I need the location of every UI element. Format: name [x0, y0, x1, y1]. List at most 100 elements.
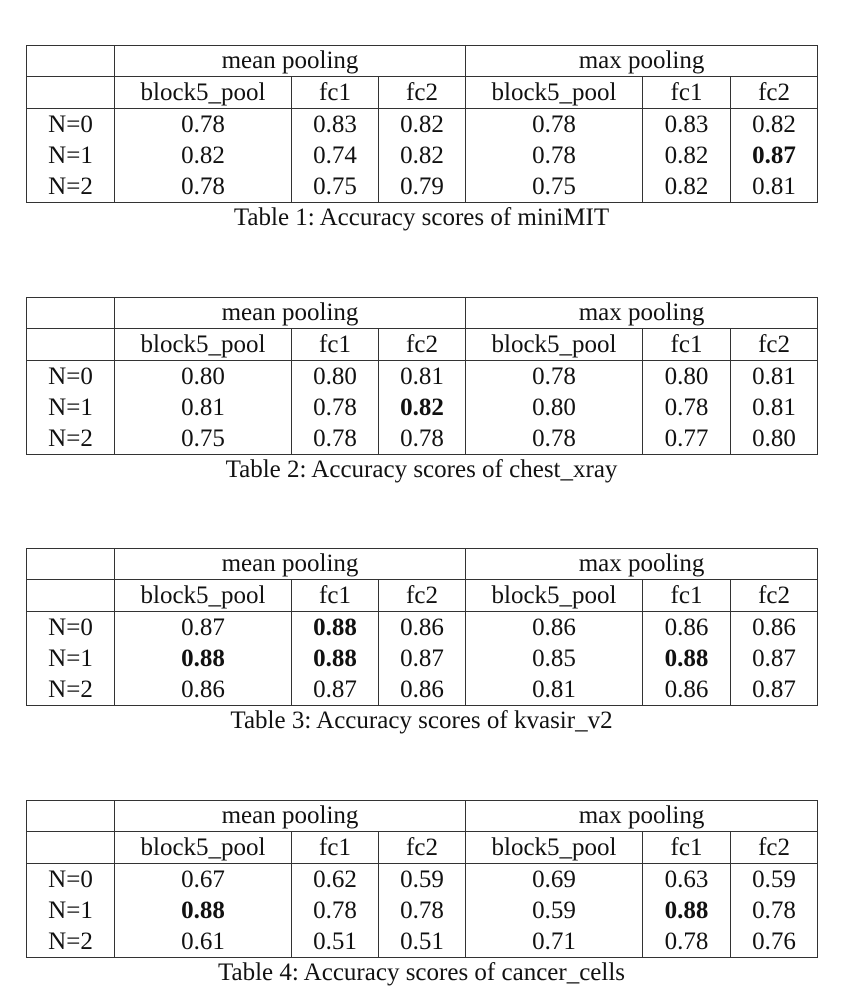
score-cell: 0.79: [377, 171, 467, 203]
score-cell: 0.75: [114, 423, 292, 455]
table-caption: Table 1: Accuracy scores of miniMIT: [233, 204, 610, 231]
score-cell: 0.78: [291, 392, 379, 423]
score-cell: 0.86: [377, 674, 467, 706]
score-cell: 0.87: [291, 674, 379, 706]
score-cell: 0.81: [730, 360, 819, 392]
pooling-group-header: max pooling: [465, 800, 819, 832]
layer-column-header: fc1: [642, 579, 732, 612]
score-cell: 0.61: [114, 926, 292, 958]
pooling-group-header: mean pooling: [113, 45, 467, 77]
layer-column-header: fc1: [291, 831, 379, 864]
layer-column-header: block5_pool: [465, 328, 644, 361]
row-label: N=2: [26, 423, 115, 455]
column-header-row: block5_pool fc1 fc2 block5_pool fc1 fc2: [26, 76, 819, 109]
score-cell: 0.81: [730, 171, 819, 203]
accuracy-table: mean pooling max pooling block5_pool fc1 fc2…: [26, 45, 819, 203]
corner-cell: [26, 831, 115, 864]
layer-column-header: fc2: [730, 579, 819, 612]
layer-column-header: block5_pool: [465, 76, 644, 109]
score-cell: 0.78: [377, 423, 467, 455]
score-cell: 0.59: [730, 863, 819, 895]
score-cell: 0.81: [377, 360, 467, 392]
score-cell: 0.75: [465, 171, 644, 203]
table-row: N=1 0.88 0.78 0.78 0.59 0.88 0.78: [26, 895, 819, 926]
row-label: N=2: [26, 926, 115, 958]
score-cell: 0.87: [730, 140, 819, 171]
score-cell: 0.88: [114, 643, 292, 674]
layer-column-header: block5_pool: [465, 579, 644, 612]
score-cell: 0.82: [642, 140, 732, 171]
score-cell: 0.85: [465, 643, 644, 674]
score-cell: 0.82: [377, 392, 467, 423]
row-label: N=2: [26, 171, 115, 203]
score-cell: 0.80: [114, 360, 292, 392]
group-header-row: mean pooling max pooling: [26, 297, 819, 329]
table-caption: Table 3: Accuracy scores of kvasir_v2: [230, 707, 613, 734]
pooling-group-header: mean pooling: [113, 800, 467, 832]
score-cell: 0.82: [730, 108, 819, 140]
table-caption: Table 2: Accuracy scores of chest_xray: [225, 456, 618, 483]
score-cell: 0.87: [730, 674, 819, 706]
layer-column-header: block5_pool: [114, 831, 292, 864]
score-cell: 0.78: [642, 392, 732, 423]
group-header-row: mean pooling max pooling: [26, 800, 819, 832]
score-cell: 0.88: [291, 643, 379, 674]
corner-cell: [26, 45, 115, 77]
corner-cell: [26, 328, 115, 361]
column-header-row: block5_pool fc1 fc2 block5_pool fc1 fc2: [26, 831, 819, 864]
corner-cell: [26, 76, 115, 109]
row-label: N=0: [26, 863, 115, 895]
layer-column-header: fc2: [730, 76, 819, 109]
score-cell: 0.74: [291, 140, 379, 171]
table-row: N=2 0.86 0.87 0.86 0.81 0.86 0.87: [26, 674, 819, 706]
layer-column-header: block5_pool: [465, 831, 644, 864]
column-header-row: block5_pool fc1 fc2 block5_pool fc1 fc2: [26, 579, 819, 612]
table-row: N=2 0.75 0.78 0.78 0.78 0.77 0.80: [26, 423, 819, 455]
score-cell: 0.88: [291, 611, 379, 643]
score-cell: 0.78: [465, 108, 644, 140]
score-cell: 0.59: [377, 863, 467, 895]
score-cell: 0.82: [377, 108, 467, 140]
layer-column-header: fc1: [291, 328, 379, 361]
results-table-block: mean pooling max pooling block5_pool fc1 fc2…: [26, 45, 819, 233]
score-cell: 0.83: [291, 108, 379, 140]
score-cell: 0.67: [114, 863, 292, 895]
score-cell: 0.78: [465, 140, 644, 171]
table-row: N=1 0.81 0.78 0.82 0.80 0.78 0.81: [26, 392, 819, 423]
score-cell: 0.78: [730, 895, 819, 926]
results-table-block: mean pooling max pooling block5_pool fc1 fc2…: [26, 548, 819, 736]
score-cell: 0.86: [114, 674, 292, 706]
score-cell: 0.86: [377, 611, 467, 643]
column-header-row: block5_pool fc1 fc2 block5_pool fc1 fc2: [26, 328, 819, 361]
results-table-block: mean pooling max pooling block5_pool fc1 fc2…: [26, 297, 819, 485]
score-cell: 0.69: [465, 863, 644, 895]
row-label: N=0: [26, 611, 115, 643]
score-cell: 0.78: [465, 423, 644, 455]
results-table-block: mean pooling max pooling block5_pool fc1 fc2…: [26, 800, 819, 988]
score-cell: 0.86: [465, 611, 644, 643]
score-cell: 0.83: [642, 108, 732, 140]
layer-column-header: fc2: [730, 831, 819, 864]
score-cell: 0.80: [291, 360, 379, 392]
score-cell: 0.71: [465, 926, 644, 958]
score-cell: 0.78: [291, 423, 379, 455]
group-header-row: mean pooling max pooling: [26, 548, 819, 580]
score-cell: 0.82: [642, 171, 732, 203]
row-label: N=1: [26, 895, 115, 926]
pooling-group-header: max pooling: [465, 45, 819, 77]
score-cell: 0.88: [642, 895, 732, 926]
accuracy-table: mean pooling max pooling block5_pool fc1 fc2…: [26, 800, 819, 958]
row-label: N=1: [26, 643, 115, 674]
layer-column-header: fc1: [642, 76, 732, 109]
layer-column-header: block5_pool: [114, 76, 292, 109]
score-cell: 0.81: [114, 392, 292, 423]
accuracy-table: mean pooling max pooling block5_pool fc1 fc2…: [26, 548, 819, 706]
layer-column-header: fc1: [291, 579, 379, 612]
pooling-group-header: max pooling: [465, 297, 819, 329]
corner-cell: [26, 579, 115, 612]
score-cell: 0.78: [642, 926, 732, 958]
score-cell: 0.78: [465, 360, 644, 392]
score-cell: 0.87: [377, 643, 467, 674]
pooling-group-header: mean pooling: [113, 297, 467, 329]
row-label: N=0: [26, 360, 115, 392]
